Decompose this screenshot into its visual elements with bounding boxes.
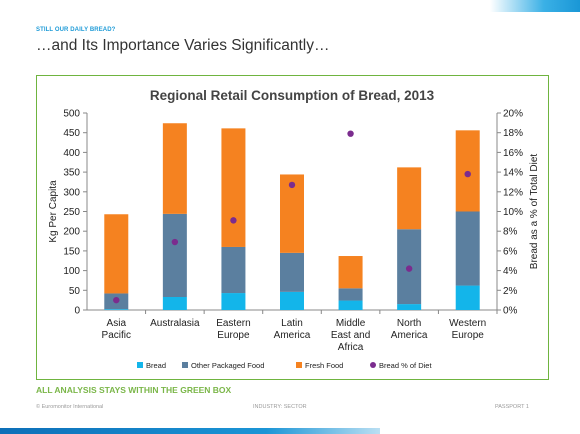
bar-other-packaged-food [221,246,246,294]
bar-bread [280,291,304,310]
x-category-label: Australasia [150,318,200,329]
x-category-label: America [391,330,428,341]
y2-tick-label: 20% [503,109,523,120]
y2-tick-label: 8% [503,227,518,238]
y2-tick-label: 12% [503,187,523,198]
y2-tick-label: 10% [503,207,523,218]
y2-tick-label: 2% [503,286,518,297]
bar-other-packaged-food [280,252,304,292]
bar-fresh-food [221,128,246,247]
y-tick-label: 200 [63,227,80,238]
y-tick-label: 150 [63,246,80,257]
bar-bread [162,296,187,310]
bread-pct-point [347,130,354,137]
y-tick-label: 450 [63,128,80,139]
bar-bread [455,285,480,310]
x-category-label: Latin [281,318,303,329]
legend-label: Other Packaged Food [191,361,264,370]
y-tick-label: 350 [63,168,80,179]
bar-bread [221,293,246,310]
y-axis-title: Kg Per Capita [48,180,59,243]
bar-other-packaged-food [455,211,480,286]
x-category-label: America [274,330,311,341]
bar-fresh-food [104,214,129,294]
bottom-accent-bar [0,428,380,434]
y2-tick-label: 0% [503,306,518,317]
y-tick-label: 50 [69,286,81,297]
y2-tick-label: 16% [503,148,523,159]
y-tick-label: 400 [63,148,80,159]
x-category-label: East and [331,330,370,341]
legend-swatch [137,362,143,368]
y-tick-label: 250 [63,207,80,218]
legend-swatch [182,362,188,368]
x-category-label: Western [449,318,486,329]
legend-marker [370,362,376,368]
y-tick-label: 100 [63,266,80,277]
legend-label: Bread [146,361,166,370]
x-category-label: Pacific [102,330,131,341]
x-category-label: North [397,318,421,329]
analysis-box [36,75,549,380]
x-category-label: Eastern [216,318,250,329]
chart-title: Regional Retail Consumption of Bread, 20… [150,88,435,103]
y-tick-label: 0 [74,306,80,317]
y2-tick-label: 14% [503,168,523,179]
bar-fresh-food [162,123,187,214]
slide-kicker: STILL OUR DAILY BREAD? [36,27,116,33]
bread-pct-point [171,238,179,246]
x-category-label: Europe [452,330,485,341]
bread-pct-point [405,265,413,272]
x-category-label: Europe [217,330,250,341]
y2-tick-label: 4% [503,266,518,277]
legend-label: Fresh Food [305,361,343,370]
y2-axis-title: Bread as a % of Total Diet [529,154,540,270]
legend-label: Bread % of Diet [379,361,432,370]
top-accent-bar [490,0,580,12]
bar-other-packaged-food [338,288,363,301]
bar-fresh-food [338,256,363,289]
slide-title: …and Its Importance Varies Significantly… [36,37,330,54]
footer-passport: PASSPORT 1 [495,404,529,410]
bar-bread [104,309,129,310]
analysis-note: ALL ANALYSIS STAYS WITHIN THE GREEN BOX [36,385,232,395]
legend-swatch [296,362,302,368]
bar-bread [397,304,422,310]
y2-tick-label: 6% [503,246,518,257]
bar-bread [338,300,363,310]
footer-copyright: © Euromonitor International [36,404,104,410]
bread-pct-point [230,217,237,224]
y2-tick-label: 18% [503,128,523,139]
bread-pct-point [464,170,471,178]
bar-other-packaged-food [162,213,187,297]
y-tick-label: 500 [63,109,80,120]
x-category-label: Africa [338,342,364,353]
x-category-label: Middle [336,318,366,329]
bread-pct-point [288,181,296,189]
bread-pct-point [113,296,120,304]
y-tick-label: 300 [63,187,80,198]
bar-fresh-food [397,167,422,230]
footer-industry: INDUSTRY: SECTOR [253,404,307,410]
x-category-label: Asia [107,318,127,329]
